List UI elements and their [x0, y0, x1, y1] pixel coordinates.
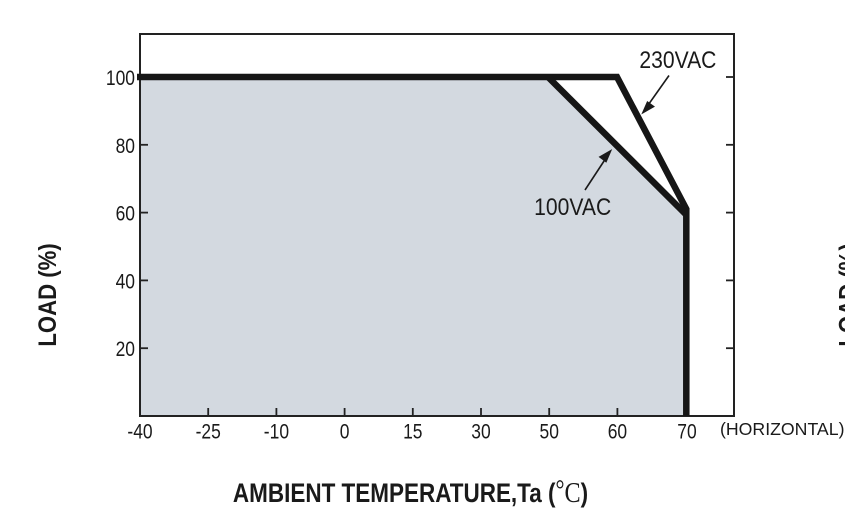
svg-text:80: 80: [116, 134, 136, 158]
svg-text:60: 60: [116, 202, 136, 226]
svg-text:70: 70: [677, 420, 697, 444]
svg-text:AMBIENT TEMPERATURE,Ta (°C): AMBIENT TEMPERATURE,Ta (°C): [233, 476, 588, 509]
svg-text:100: 100: [106, 66, 135, 90]
svg-text:(HORIZONTAL): (HORIZONTAL): [720, 419, 844, 439]
svg-text:100VAC: 100VAC: [534, 194, 611, 221]
svg-text:LOAD (%): LOAD (%): [835, 243, 845, 346]
svg-text:-40: -40: [127, 420, 152, 444]
svg-text:LOAD (%): LOAD (%): [35, 243, 63, 346]
svg-text:50: 50: [539, 420, 559, 444]
svg-text:40: 40: [116, 270, 136, 294]
svg-text:20: 20: [116, 338, 136, 362]
svg-text:0: 0: [340, 420, 350, 444]
svg-text:-25: -25: [196, 420, 221, 444]
svg-text:-10: -10: [264, 420, 289, 444]
svg-text:30: 30: [471, 420, 491, 444]
svg-text:15: 15: [403, 420, 423, 444]
svg-text:60: 60: [608, 420, 628, 444]
svg-text:230VAC: 230VAC: [639, 47, 716, 74]
